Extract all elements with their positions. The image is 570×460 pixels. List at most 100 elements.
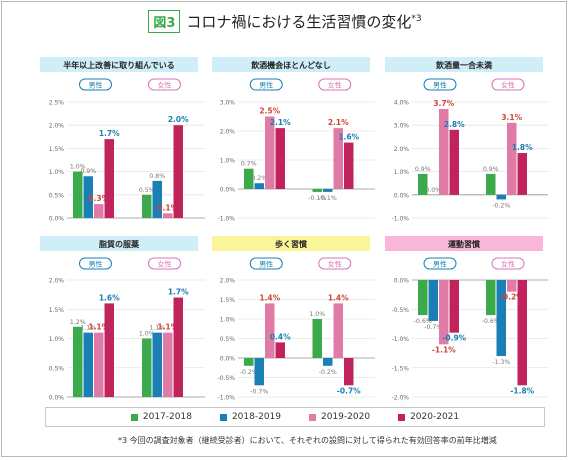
tick-label: 4.0% (394, 100, 410, 107)
bar (449, 280, 459, 333)
panel-header-band (40, 236, 198, 251)
tick-label: 2.0% (220, 129, 236, 136)
group-pill (249, 78, 283, 91)
data-label: 1.8% (512, 143, 533, 152)
tick-label: 1.5% (49, 307, 65, 314)
bar (142, 338, 152, 397)
legend: 2017-2018 2018-2019 2019-2020 2020-2021 (45, 407, 545, 427)
data-label: 1.0% (309, 311, 325, 318)
tick-label: 2.0% (49, 123, 65, 130)
bar (344, 142, 354, 189)
group-pill (79, 78, 112, 91)
bar (83, 332, 93, 397)
tick-label: 0.0% (394, 192, 410, 199)
data-label: 1.6% (99, 293, 120, 302)
title-footnote-mark: *3 (411, 14, 422, 24)
panel-header-band (212, 236, 370, 251)
data-label: 2.1% (328, 118, 349, 127)
data-label: -0.2% (492, 202, 510, 209)
data-label: 1.1% (88, 323, 109, 332)
bar (517, 280, 527, 386)
bar (439, 108, 449, 195)
data-label: 3.7% (433, 99, 454, 108)
group-pill (249, 257, 283, 270)
group-pill (148, 78, 181, 91)
bar (507, 122, 517, 195)
panel-title: 半年以上改善に取り組んでいる (63, 60, 175, 70)
bar (152, 332, 162, 397)
bar (496, 280, 506, 357)
group-label: 男性 (259, 260, 273, 269)
bar (486, 280, 496, 316)
title-text: コロナ禍における生活習慣の変化 (186, 13, 412, 31)
legend-swatch (309, 413, 316, 421)
data-label: -0.1% (308, 195, 326, 202)
data-label: 3.1% (501, 113, 522, 122)
bar (73, 326, 83, 397)
group-label: 女性 (158, 81, 172, 90)
group-pill (423, 257, 457, 270)
tick-label: 2.0% (49, 278, 65, 285)
tick-label: 0.0% (394, 278, 410, 285)
tick-label: -1.0% (392, 336, 410, 343)
group-pill (491, 78, 525, 91)
footnote: *3 今回の調査対象者（継続受診者）において、それぞれの設問に対して得られた有効… (118, 436, 497, 445)
bar (163, 332, 173, 397)
data-label: 1.4% (259, 293, 280, 302)
data-label: 0.4% (270, 332, 291, 341)
bar (275, 128, 285, 189)
figure-badge: 図3 (148, 10, 181, 33)
tick-label: 1.0% (220, 158, 236, 165)
data-label: 0.2% (251, 175, 267, 182)
tick-label: 1.0% (49, 336, 65, 343)
data-label: -0.6% (414, 318, 432, 325)
panel-title: 飲酒量一合未満 (435, 60, 492, 70)
bar (173, 125, 183, 218)
bar (173, 297, 183, 397)
data-label: 2.5% (259, 107, 280, 116)
data-label: 1.6% (338, 133, 359, 142)
tick-label: 1.0% (49, 169, 65, 176)
bar (94, 332, 104, 397)
group-pill (318, 257, 352, 270)
panel-title: 飲酒機会ほとんどなし (250, 60, 331, 70)
data-label: -0.2% (240, 369, 258, 376)
panel-title: 脂質の服薬 (98, 239, 140, 249)
tick-label: 1.0% (394, 169, 410, 176)
data-label: 1.0% (70, 164, 86, 171)
bar (275, 342, 285, 358)
bar (496, 194, 506, 200)
tick-label: -2.0% (392, 395, 410, 402)
data-label: 0.3% (88, 194, 109, 203)
legend-label: 2018-2019 (231, 412, 281, 422)
tick-label: -1.0% (392, 216, 410, 223)
bar (265, 303, 275, 358)
bar (73, 171, 83, 218)
data-label: 0.1% (157, 203, 178, 212)
tick-label: 0.0% (49, 395, 65, 402)
data-label: 0.7% (241, 161, 257, 168)
tick-label: -0.5% (218, 375, 236, 382)
bar (507, 280, 517, 292)
legend-label: 2019-2020 (321, 412, 371, 422)
bar (439, 280, 449, 345)
bar (323, 189, 333, 192)
legend-swatch (130, 413, 138, 421)
data-label: -0.2% (319, 369, 337, 376)
bar (104, 139, 114, 218)
bar (486, 173, 496, 195)
panel-title: 運動習慣 (448, 239, 480, 249)
data-label: 0.9% (80, 168, 96, 175)
data-label: 1.7% (99, 129, 120, 138)
group-pill (148, 257, 181, 270)
bar (244, 358, 254, 366)
data-label: 2.0% (168, 115, 189, 124)
bar (265, 116, 275, 189)
bar (312, 189, 322, 192)
group-label: 男性 (89, 260, 103, 269)
tick-label: 1.5% (49, 146, 65, 153)
page-title: コロナ禍における生活習慣の変化*3 (186, 13, 421, 31)
panel-header-band (385, 236, 543, 251)
bar (449, 129, 459, 195)
